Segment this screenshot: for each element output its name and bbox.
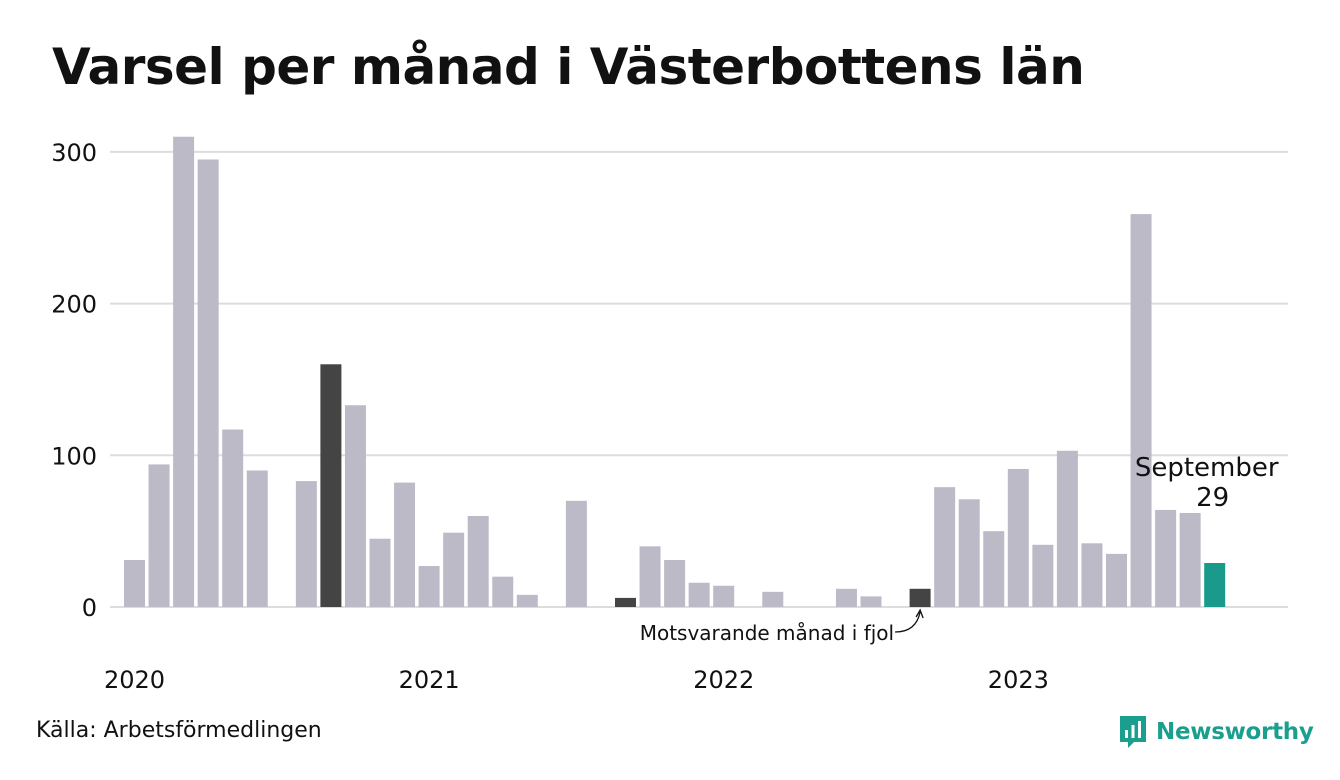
bar — [835, 588, 857, 607]
bar-last-year — [909, 588, 931, 607]
y-tick-label: 200 — [51, 291, 97, 319]
bar-last-year — [615, 597, 636, 607]
bar — [394, 482, 416, 607]
newsworthy-logo-icon — [1120, 716, 1146, 748]
annotation-value: 29 — [1196, 483, 1229, 513]
bar — [1155, 509, 1177, 607]
bar — [713, 585, 735, 607]
bar — [934, 487, 956, 607]
bar — [148, 464, 170, 607]
bar — [664, 559, 686, 607]
bar — [639, 546, 661, 607]
bar — [1032, 544, 1054, 607]
bar — [246, 470, 268, 607]
y-tick-label: 300 — [51, 139, 97, 167]
annotation-arrow — [895, 611, 921, 633]
bar — [516, 594, 538, 607]
x-tick-label: 2021 — [399, 666, 460, 694]
bar — [1179, 512, 1201, 607]
bar — [467, 515, 489, 607]
source-note: Källa: Arbetsförmedlingen — [36, 718, 322, 743]
x-tick-label: 2023 — [988, 666, 1049, 694]
bar — [958, 499, 980, 607]
bar — [1007, 468, 1029, 607]
annotation-month: September — [1135, 453, 1279, 483]
bar — [565, 500, 587, 607]
bar — [860, 596, 882, 607]
bar — [443, 532, 465, 607]
bar — [344, 405, 366, 607]
bar — [173, 136, 195, 608]
bar — [492, 576, 514, 607]
bar — [295, 481, 317, 607]
bar — [1130, 214, 1152, 608]
bar — [222, 429, 244, 607]
bar-current-month — [1204, 563, 1226, 607]
bar-last-year — [320, 364, 342, 607]
bar — [762, 591, 784, 607]
bar — [688, 582, 710, 607]
bar — [1081, 543, 1103, 607]
brand-logo[interactable]: Newsworthy — [1118, 712, 1314, 752]
bar — [197, 159, 219, 608]
bar — [124, 559, 145, 607]
bar — [369, 538, 391, 607]
bar — [983, 531, 1005, 607]
bar — [418, 566, 440, 607]
annotation-arrowhead — [915, 608, 924, 619]
x-tick-label: 2022 — [693, 666, 754, 694]
brand-name: Newsworthy — [1156, 719, 1314, 745]
y-tick-label: 0 — [82, 594, 97, 622]
chart-title: Varsel per månad i Västerbottens län — [52, 38, 1085, 96]
bar — [1106, 553, 1127, 607]
y-tick-label: 100 — [51, 442, 97, 470]
x-tick-label: 2020 — [104, 666, 165, 694]
annotation-last-year: Motsvarande månad i fjol — [640, 621, 894, 645]
bar — [1056, 450, 1078, 607]
